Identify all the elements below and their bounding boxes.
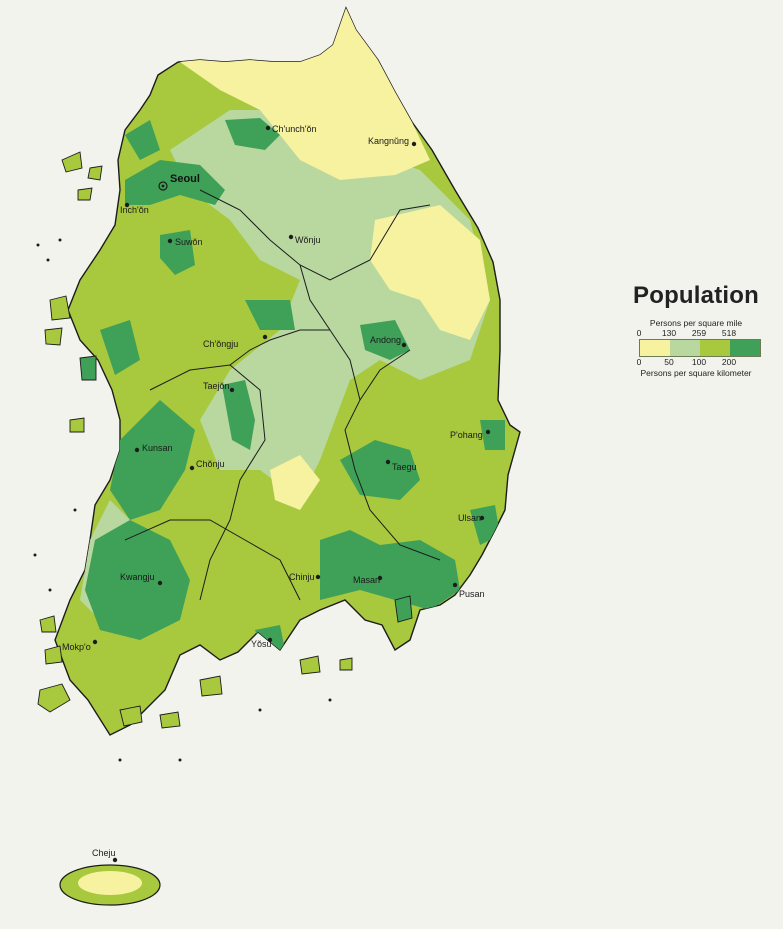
tick-top-3: 518 <box>721 328 737 338</box>
units-per-square-kilometer: Persons per square kilometer <box>640 368 752 378</box>
zone-dense-kunsan <box>110 400 195 520</box>
swatch-class-4 <box>730 340 760 356</box>
label-kunsan: Kunsan <box>142 443 173 453</box>
zone-dense-chongju <box>245 300 295 330</box>
provincial-boundaries <box>124 189 441 601</box>
tick-bottom-3: 200 <box>721 357 737 367</box>
tick-bottom-2: 100 <box>691 357 707 367</box>
map-title: Population <box>633 282 759 309</box>
zone-dense-south <box>320 530 460 610</box>
ticks-top: 0 130 259 518 <box>624 328 774 339</box>
label-mokpo: Mokp'o <box>62 642 91 652</box>
label-pusan: Pusan <box>459 589 485 599</box>
swatch-class-3 <box>700 340 730 356</box>
tick-bottom-1: 50 <box>664 357 674 367</box>
tick-top-1: 130 <box>661 328 677 338</box>
label-suwon: Suwŏn <box>175 237 203 247</box>
label-taejon: Taejŏn <box>203 381 230 391</box>
zone-dense-west-strip <box>100 320 140 375</box>
legend: Population Persons per square mile 0 130… <box>612 282 780 378</box>
western-islands <box>37 151 413 729</box>
label-chonju: Chŏnju <box>196 459 225 469</box>
zone-dense-seoul <box>125 160 225 205</box>
seoul-marker <box>158 181 168 191</box>
units-per-square-mile: Persons per square mile <box>649 318 743 328</box>
label-pohang: P'ohang <box>450 430 483 440</box>
label-wonju: Wŏnju <box>295 235 321 245</box>
label-chongju: Ch'ŏngju <box>203 339 238 349</box>
label-ulsan: Ulsan <box>458 513 481 523</box>
label-cheju: Cheju <box>92 848 116 858</box>
zone-dense-northwest <box>125 120 160 160</box>
cheju-center-zone <box>78 871 142 895</box>
legend-swatches <box>639 339 761 357</box>
label-seoul: Seoul <box>170 173 200 185</box>
zone-dense-chunchon <box>225 118 280 150</box>
label-masan: Masan <box>353 575 380 585</box>
label-kangnung: Kangnŭng <box>368 136 409 146</box>
label-andong: Andong <box>370 335 401 345</box>
tick-bottom-0: 0 <box>636 357 642 367</box>
label-yosu: Yŏsu <box>251 639 272 649</box>
label-chinju: Chinju <box>289 572 315 582</box>
zone-yellow-center <box>270 455 320 510</box>
label-chunchon: Ch'unch'ŏn <box>272 124 316 134</box>
zone-yellow-east <box>370 205 490 340</box>
zone-dense-andong <box>360 320 410 360</box>
tick-top-2: 259 <box>691 328 707 338</box>
tiny-islets <box>33 238 332 762</box>
swatch-class-1 <box>640 340 670 356</box>
zone-dense-taegu <box>340 440 420 500</box>
label-taegu: Taegu <box>392 462 417 472</box>
ticks-bottom: 0 50 100 200 <box>624 357 774 368</box>
zone-dense-pohang <box>480 420 505 450</box>
city-markers <box>92 125 491 863</box>
label-inchon: Inch'ŏn <box>120 205 149 215</box>
zone-dense-taejon <box>222 380 255 450</box>
zone-dense-southwest <box>85 520 190 640</box>
swatch-class-2 <box>670 340 700 356</box>
label-kwangju: Kwangju <box>120 572 155 582</box>
tick-top-0: 0 <box>636 328 642 338</box>
